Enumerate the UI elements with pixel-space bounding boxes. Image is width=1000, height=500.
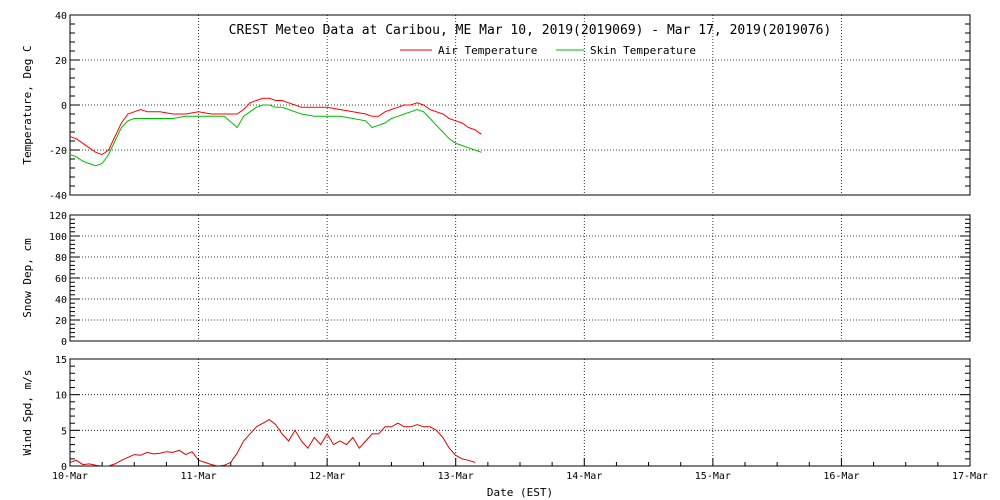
panel-wind-speed: 0 5 10 15 Wind Spd, m/s	[21, 355, 971, 473]
y-tick-label: 120	[49, 211, 67, 222]
x-tick-label: 17-Mar	[952, 471, 988, 482]
y-tick-label: 0	[61, 101, 67, 112]
y-tick-label: 20	[55, 316, 67, 327]
y-tick-label: 5	[61, 426, 67, 437]
y-axis-label: Wind Spd, m/s	[21, 369, 34, 455]
panel-frame	[69, 358, 971, 467]
x-tick-label: 14-Mar	[566, 471, 602, 482]
x-tick-label: 12-Mar	[309, 471, 345, 482]
series-line-wind-speed	[70, 419, 476, 466]
y-tick-label: 15	[55, 355, 67, 366]
y-tick-label: 20	[55, 56, 67, 67]
panels: -40 -20 0 20 40 Temperature, Deg C 0 20 40 60 80 10…	[21, 11, 971, 473]
y-tick-label: 10	[55, 391, 67, 402]
y-tick-label: 40	[55, 295, 67, 306]
legend: Air Temperature Skin Temperature	[400, 44, 696, 57]
x-axis: 10-Mar 11-Mar 12-Mar 13-Mar 14-Mar 15-Mar 16-M…	[52, 458, 988, 482]
y-tick-label: 100	[49, 232, 67, 243]
x-tick-label: 15-Mar	[695, 471, 731, 482]
y-tick-label: 60	[55, 274, 67, 285]
x-tick-label: 16-Mar	[823, 471, 859, 482]
chart-title: CREST Meteo Data at Caribou, ME Mar 10, …	[229, 23, 832, 38]
x-tick-label: 11-Mar	[181, 471, 217, 482]
y-tick-label: -40	[49, 191, 67, 202]
y-tick-label: 0	[61, 337, 67, 348]
y-axis-label: Snow Dep, cm	[21, 238, 34, 318]
x-axis-label: Date (EST)	[487, 486, 553, 499]
y-tick-label: -20	[49, 146, 67, 157]
y-tick-label: 40	[55, 11, 67, 22]
series-line-skin-temperature	[70, 104, 482, 167]
y-axis-label: Temperature, Deg C	[21, 45, 34, 164]
y-tick-label: 0	[61, 462, 67, 473]
panel-snow-depth: 0 20 40 60 80 100 120 Snow Dep, cm	[21, 211, 971, 348]
x-tick-label: 10-Mar	[52, 471, 88, 482]
panel-temperature: -40 -20 0 20 40 Temperature, Deg C	[21, 11, 971, 202]
y-tick-label: 80	[55, 253, 67, 264]
x-tick-label: 13-Mar	[438, 471, 474, 482]
legend-entry: Skin Temperature	[590, 44, 696, 57]
series-line-air-temperature	[70, 97, 482, 156]
legend-entry: Air Temperature	[438, 44, 537, 57]
